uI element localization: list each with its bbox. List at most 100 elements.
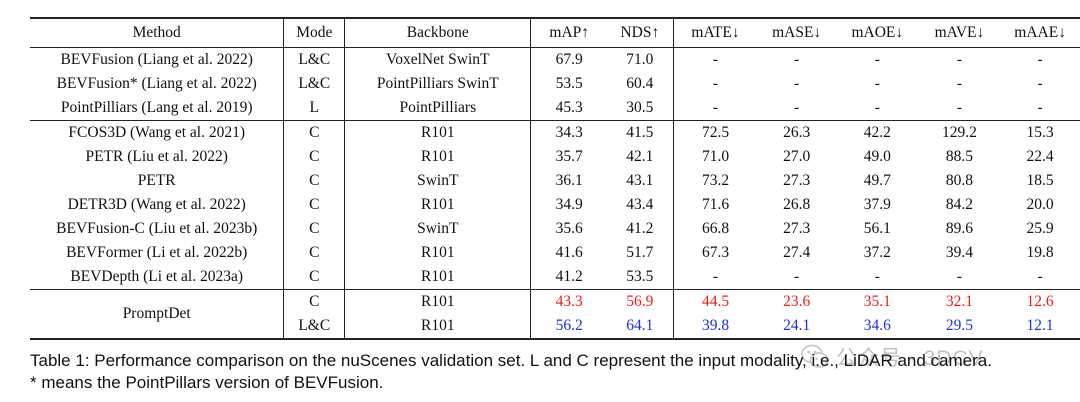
cell-maoe: 37.9 <box>863 196 891 213</box>
cell-map: 56.2 <box>530 314 608 340</box>
cell-method: PETR (Liu et al. 2022) <box>85 148 228 165</box>
cell-map: 35.7 <box>530 145 608 169</box>
table-row-promptdet-camera: PromptDet C R101 43.3 56.9 44.5 23.6 35.… <box>30 289 1080 340</box>
cell-mase: 27.3 <box>783 220 811 237</box>
cell-map: 41.2 <box>530 265 608 290</box>
cell-maae: 25.9 <box>1026 220 1054 237</box>
cell-method: BEVFormer (Li et al. 2022b) <box>66 244 248 261</box>
table-row: FCOS3D (Wang et al. 2021) C R101 34.3 41… <box>30 120 1080 145</box>
cell-mave: 80.8 <box>945 172 973 189</box>
cell-maae: - <box>1037 99 1043 116</box>
cell-nds: 41.5 <box>607 120 674 145</box>
cell-maae: 20.0 <box>1026 196 1054 213</box>
table-row: PointPilliars (Lang et al. 2019) L Point… <box>30 96 1080 121</box>
table-row: BEVFusion (Liang et al. 2022) L&C VoxelN… <box>30 47 1080 72</box>
cell-mave: 88.5 <box>945 148 973 165</box>
cell-maoe: - <box>874 75 880 92</box>
cell-maoe: - <box>874 51 880 68</box>
cell-mase: - <box>794 99 800 116</box>
cell-mase: 26.8 <box>783 196 811 213</box>
header-mase: mASE↓ <box>772 24 822 41</box>
cell-method: BEVFusion* (Liang et al. 2022) <box>56 75 257 92</box>
header-mode: Mode <box>283 18 345 48</box>
cell-nds: 60.4 <box>626 75 654 92</box>
cell-maae: 12.6 <box>1000 289 1080 314</box>
cell-mase: - <box>794 51 800 68</box>
cell-mate: 73.2 <box>672 169 758 193</box>
cell-mave: 29.5 <box>918 314 1001 340</box>
cell-maoe: 49.0 <box>863 148 891 165</box>
cell-mave: - <box>956 268 962 285</box>
cell-maae: 18.5 <box>1026 172 1054 189</box>
cell-maoe: - <box>874 268 880 285</box>
cell-mave: 32.1 <box>918 289 1001 314</box>
cell-nds: 51.7 <box>626 244 654 261</box>
caption-line-2: * means the PointPillars version of BEVF… <box>30 373 384 392</box>
cell-backbone: R101 <box>344 314 531 340</box>
cell-method: BEVFusion-C (Liu et al. 2023b) <box>56 220 258 237</box>
cell-mate: 67.3 <box>672 241 758 265</box>
cell-maoe: 42.2 <box>835 120 919 145</box>
header-method: Method <box>132 24 181 41</box>
cell-mate: 71.0 <box>672 145 758 169</box>
cell-method: PETR <box>137 172 176 189</box>
cell-mave: 39.4 <box>945 244 973 261</box>
cell-nds: 42.1 <box>626 148 654 165</box>
cell-mate: 66.8 <box>672 217 758 241</box>
cell-maoe: - <box>874 99 880 116</box>
caption-line-1: Table 1: Performance comparison on the n… <box>30 351 992 370</box>
cell-nds: 43.1 <box>626 172 654 189</box>
cell-mave: - <box>956 75 962 92</box>
cell-mase: 27.3 <box>783 172 811 189</box>
cell-map: 43.3 <box>530 289 608 314</box>
cell-mave: - <box>956 51 962 68</box>
table-row: BEVFusion-C (Liu et al. 2023b) C SwinT 3… <box>30 217 1080 241</box>
cell-maoe: 34.6 <box>835 314 919 340</box>
cell-mase: - <box>794 268 800 285</box>
cell-mode: C <box>283 169 345 193</box>
cell-mode: C <box>283 217 345 241</box>
cell-mode: L&C <box>283 47 345 72</box>
cell-maae: - <box>1037 268 1043 285</box>
cell-mode: C <box>283 241 345 265</box>
cell-mave: 89.6 <box>945 220 973 237</box>
cell-maae: 15.3 <box>1000 120 1080 145</box>
cell-nds: 56.9 <box>607 289 674 314</box>
table-row-promptdet-fusion: L&C R101 56.2 64.1 39.8 24.1 34.6 29.5 1… <box>30 314 1080 340</box>
table-row: PETR (Liu et al. 2022) C R101 35.7 42.1 … <box>30 145 1080 169</box>
cell-mate: 44.5 <box>672 289 758 314</box>
cell-mate: - <box>672 72 758 96</box>
header-maoe: mAOE↓ <box>851 24 904 41</box>
cell-mase: - <box>794 75 800 92</box>
table-row: BEVDepth (Li et al. 2023a) C R101 41.2 5… <box>30 265 1080 290</box>
wechat-logo-icon <box>801 344 829 368</box>
watermark-text: 公众号 · 3DCV <box>836 347 984 370</box>
cell-nds: 43.4 <box>626 196 654 213</box>
cell-mode: C <box>283 120 345 145</box>
cell-mate: 39.8 <box>672 314 758 340</box>
cell-maoe: 56.1 <box>863 220 891 237</box>
cell-mase: 27.4 <box>783 244 811 261</box>
cell-map: 36.1 <box>530 169 608 193</box>
table-row: PETR C SwinT 36.1 43.1 73.2 27.3 49.7 80… <box>30 169 1080 193</box>
header-maae: mAAE↓ <box>1014 24 1066 41</box>
cell-mode: L <box>283 96 345 121</box>
cell-map: 45.3 <box>530 96 608 121</box>
cell-mode: C <box>283 145 345 169</box>
cell-map: 34.3 <box>530 120 608 145</box>
cell-maoe: 35.1 <box>835 289 919 314</box>
cell-maae: - <box>1037 51 1043 68</box>
cell-mode: L&C <box>283 314 345 340</box>
cell-method-promptdet: PromptDet <box>30 289 284 340</box>
cell-map: 53.5 <box>530 72 608 96</box>
cell-mode: C <box>283 265 345 290</box>
header-backbone: Backbone <box>344 18 531 48</box>
cell-mate: 71.6 <box>672 193 758 217</box>
cell-mode: C <box>283 193 345 217</box>
cell-mase: 24.1 <box>757 314 836 340</box>
cell-method: PointPilliars (Lang et al. 2019) <box>60 99 253 116</box>
cell-maoe: 37.2 <box>863 244 891 261</box>
cell-mate: - <box>672 96 758 121</box>
table-caption: Table 1: Performance comparison on the n… <box>30 350 1070 394</box>
cell-mate: - <box>672 265 758 290</box>
